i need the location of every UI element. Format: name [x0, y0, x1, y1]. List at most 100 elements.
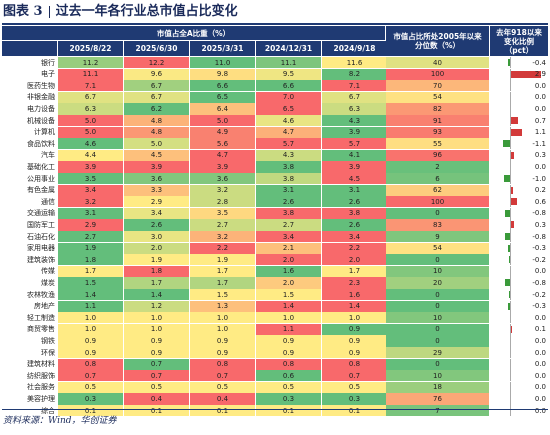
change-value: 0.6 — [534, 197, 546, 206]
rank-cell: 0 — [386, 300, 489, 312]
share-cell: 2.9 — [124, 196, 189, 208]
table-row: 家用电器 1.9 2.0 2.2 2.1 2.2 54 -0.3 — [2, 242, 548, 254]
change-value: 0.0 — [534, 360, 546, 369]
change-bar — [505, 279, 510, 287]
change-value: 1.1 — [534, 128, 546, 137]
share-cell: 0.5 — [322, 381, 387, 393]
industry-name: 医药生物 — [27, 81, 55, 90]
industry-name: 传媒 — [41, 267, 55, 276]
share-cell: 4.7 — [190, 149, 255, 161]
rank-cell: 20 — [386, 277, 489, 289]
industry-name: 机械设备 — [27, 116, 55, 125]
share-cell: 1.6 — [256, 265, 321, 277]
share-cell: 1.8 — [58, 254, 123, 266]
share-cell: 6.2 — [124, 103, 189, 115]
change-cell: 0.2 — [490, 184, 548, 196]
table-row: 农林牧渔 1.4 1.4 1.5 1.5 1.6 0 -0.2 — [2, 289, 548, 301]
rank-cell: 76 — [386, 393, 489, 405]
industry-name: 综合 — [41, 406, 55, 415]
share-cell: 5.0 — [190, 115, 255, 127]
table-row: 传媒 1.7 1.8 1.7 1.6 1.7 10 0.0 — [2, 265, 548, 277]
share-cell: 1.0 — [190, 312, 255, 324]
share-cell: 3.4 — [58, 184, 123, 196]
share-cell: 1.7 — [190, 265, 255, 277]
share-cell: 1.5 — [256, 289, 321, 301]
share-cell: 1.9 — [58, 242, 123, 254]
header-date-0: 2025/8/22 — [58, 41, 123, 56]
change-value: 0.0 — [534, 348, 546, 357]
industry-name: 国防军工 — [27, 220, 55, 229]
zero-axis — [510, 358, 511, 370]
share-cell: 3.2 — [58, 196, 123, 208]
share-cell: 0.1 — [190, 405, 255, 417]
share-cell: 3.2 — [190, 231, 255, 243]
change-cell: -1.1 — [490, 138, 548, 150]
industry-name: 社会服务 — [27, 383, 55, 392]
share-cell: 1.0 — [124, 323, 189, 335]
share-cell: 3.8 — [322, 207, 387, 219]
change-bar — [505, 209, 510, 217]
change-cell: 0.3 — [490, 149, 548, 161]
zero-axis — [510, 289, 511, 301]
rank-cell: 0 — [386, 335, 489, 347]
share-cell: 3.1 — [256, 184, 321, 196]
table-row: 建筑装饰 1.8 1.9 1.9 2.0 2.0 0 -0.2 — [2, 254, 548, 266]
zero-axis — [510, 277, 511, 289]
table-row: 社会服务 0.5 0.5 0.5 0.5 0.5 18 0.0 — [2, 381, 548, 393]
rank-cell: 0 — [386, 323, 489, 335]
share-cell: 2.9 — [58, 219, 123, 231]
rank-cell: 91 — [386, 115, 489, 127]
zero-axis — [510, 196, 511, 208]
share-cell: 3.8 — [256, 207, 321, 219]
change-cell: 0.0 — [490, 405, 548, 417]
rank-cell: 96 — [386, 149, 489, 161]
header-date-2: 2025/3/31 — [190, 41, 255, 56]
share-cell: 2.6 — [322, 196, 387, 208]
change-value: -0.4 — [532, 58, 546, 67]
share-cell: 0.9 — [124, 335, 189, 347]
change-value: 0.3 — [534, 151, 546, 160]
share-cell: 0.8 — [322, 358, 387, 370]
share-cell: 11.0 — [190, 57, 255, 69]
share-cell: 4.3 — [322, 115, 387, 127]
rank-cell: 9 — [386, 231, 489, 243]
rank-cell: 40 — [386, 57, 489, 69]
rank-cell: 55 — [386, 138, 489, 150]
change-bar — [503, 140, 510, 148]
share-cell: 1.9 — [190, 254, 255, 266]
share-cell: 7.1 — [322, 80, 387, 92]
industry-name: 建筑装饰 — [27, 255, 55, 264]
zero-axis — [510, 68, 511, 80]
table-row: 通信 3.2 2.9 2.8 2.6 2.6 100 0.6 — [2, 196, 548, 208]
table-row: 汽车 4.4 4.5 4.7 4.3 4.1 96 0.3 — [2, 149, 548, 161]
share-cell: 1.0 — [322, 312, 387, 324]
share-cell: 1.4 — [322, 300, 387, 312]
table-row: 电力设备 6.3 6.2 6.4 6.5 6.3 82 0.0 — [2, 103, 548, 115]
change-value: 0.0 — [534, 104, 546, 113]
share-cell: 0.7 — [124, 370, 189, 382]
change-value: 0.0 — [534, 162, 546, 171]
rank-cell: 0 — [386, 289, 489, 301]
industry-name: 有色金属 — [27, 186, 55, 195]
source-note: 资料来源：Wind，华创证券 — [3, 416, 117, 426]
share-cell: 0.1 — [256, 405, 321, 417]
change-bar — [511, 221, 515, 229]
share-cell: 6.7 — [124, 91, 189, 103]
table-row: 商贸零售 1.0 1.0 1.0 1.1 0.9 0 0.1 — [2, 323, 548, 335]
share-cell: 1.4 — [256, 300, 321, 312]
change-value: 0.3 — [534, 220, 546, 229]
share-cell: 1.0 — [58, 312, 123, 324]
rank-cell: 82 — [386, 103, 489, 115]
share-cell: 7.1 — [58, 80, 123, 92]
share-cell: 4.8 — [124, 115, 189, 127]
share-cell: 0.4 — [124, 393, 189, 405]
zero-axis — [510, 265, 511, 277]
change-cell: 1.1 — [490, 126, 548, 138]
rank-cell: 0 — [386, 207, 489, 219]
share-cell: 0.9 — [190, 335, 255, 347]
share-cell: 1.0 — [58, 323, 123, 335]
share-cell: 2.2 — [322, 242, 387, 254]
header-date-1: 2025/6/30 — [124, 41, 189, 56]
rank-cell: 100 — [386, 196, 489, 208]
header-rank-percentile: 市值占比所处2005年以来分位数（%） — [386, 26, 489, 56]
